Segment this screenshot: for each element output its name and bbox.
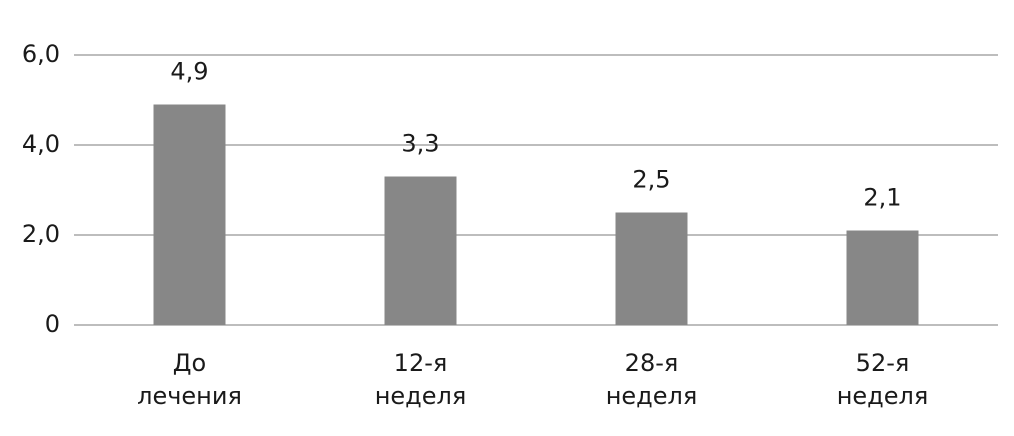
value-label: 2,1 [863,184,901,212]
y-tick-label: 4,0 [22,130,60,158]
y-tick-label: 0 [45,310,60,338]
x-tick-label: неделя [375,382,467,410]
x-tick-label: неделя [606,382,698,410]
value-label: 4,9 [170,58,208,86]
bar [846,230,919,325]
bar [615,212,688,325]
value-label: 2,5 [632,166,670,194]
bar [384,176,457,325]
bar [153,104,226,325]
x-tick-label: неделя [837,382,929,410]
y-tick-label: 6,0 [22,40,60,68]
value-label: 3,3 [401,130,439,158]
x-tick-label: До [173,349,206,377]
x-tick-label: лечения [137,382,242,410]
y-tick-label: 2,0 [22,220,60,248]
x-tick-label: 52-я [856,349,910,377]
x-tick-label: 28-я [625,349,679,377]
x-tick-label: 12-я [394,349,448,377]
